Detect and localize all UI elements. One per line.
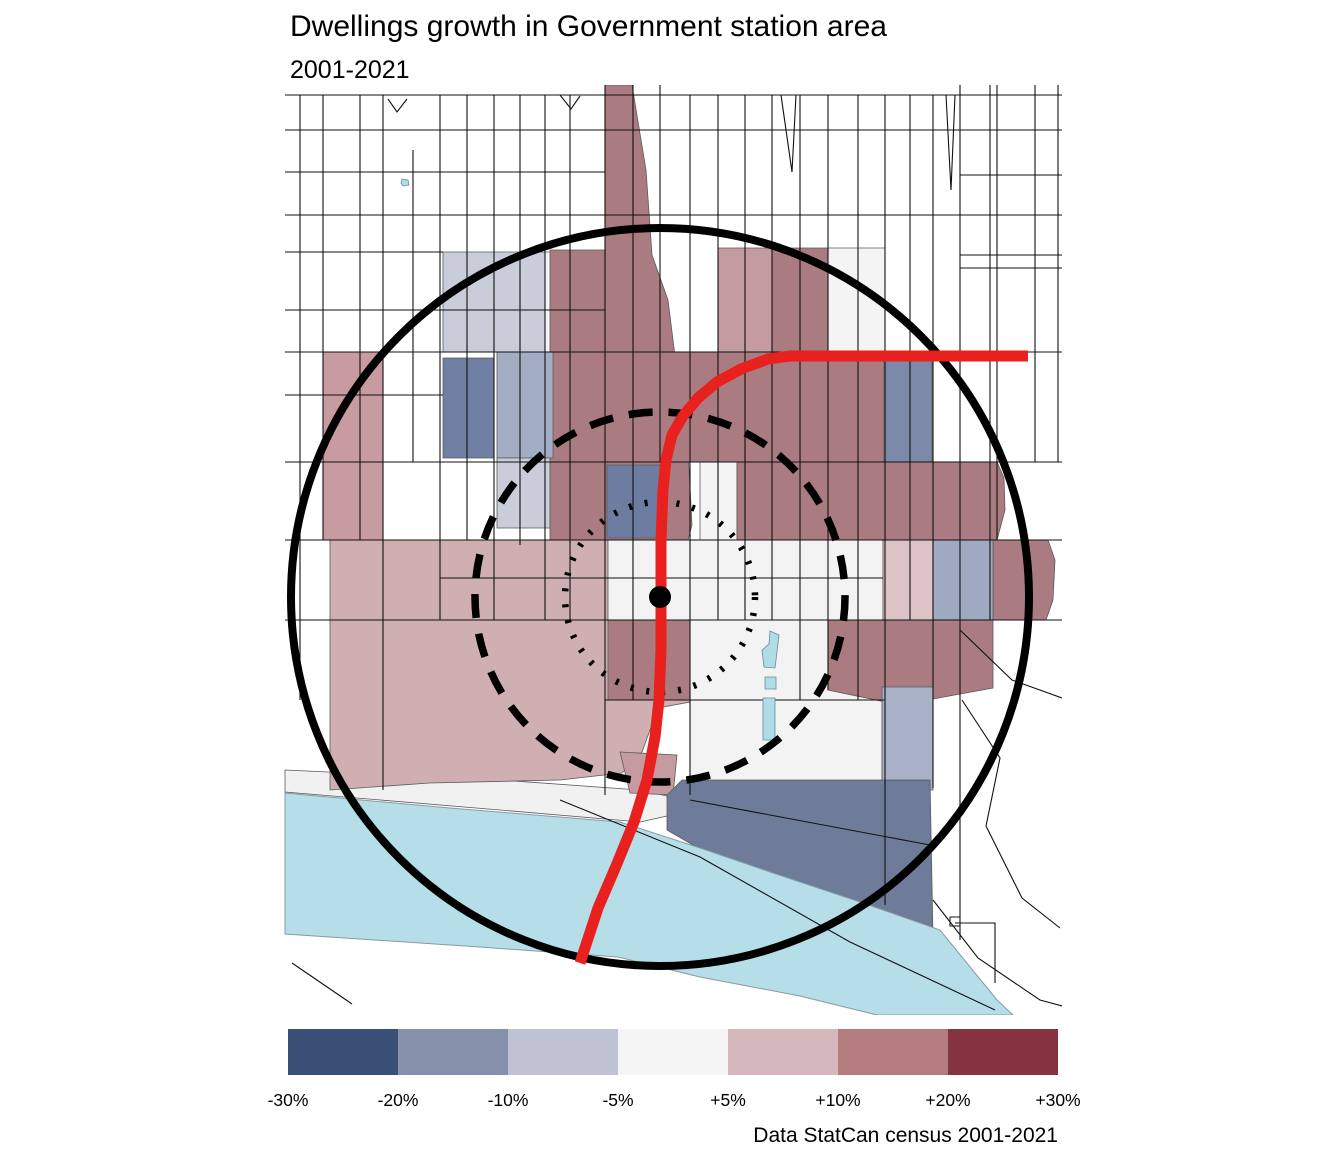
tract-pink-southwest [329, 539, 691, 791]
pond-main [761, 630, 780, 669]
street-path [959, 629, 1062, 699]
page-title: Dwellings growth in Government station a… [290, 10, 887, 43]
pond-dot-northwest [400, 178, 410, 187]
tract-pink-left-column [322, 351, 384, 541]
legend-label-2: -10% [487, 1090, 529, 1110]
legend-swatch-4 [728, 1029, 838, 1075]
street-path [955, 922, 996, 983]
street-path [387, 98, 408, 113]
data-source-caption: Data StatCan census 2001-2021 [753, 1124, 1058, 1147]
street-path [945, 94, 956, 191]
street-path [689, 799, 931, 846]
legend-label-0: -30% [267, 1090, 309, 1110]
transit-line [574, 350, 1028, 965]
station-marker [649, 586, 671, 608]
legend-label-1: -20% [377, 1090, 419, 1110]
streets-layer [285, 85, 1062, 1011]
legend-label-4: +5% [710, 1090, 746, 1110]
building-outline [949, 916, 961, 927]
legend-swatch-6 [948, 1029, 1058, 1075]
legend-swatch-1 [398, 1029, 508, 1075]
street-path [932, 899, 1062, 1007]
tract-bluegray-right [932, 539, 994, 621]
tract-rose-right-band [736, 461, 1006, 541]
tract-pink-light-right [882, 539, 934, 621]
legend-swatch-5 [838, 1029, 948, 1075]
legend-color-bar [288, 1029, 1058, 1075]
tract-blue-dark [442, 357, 495, 459]
inner-ring-dotted [561, 498, 759, 696]
ponds-layer [400, 178, 780, 741]
legend-swatch-2 [508, 1029, 618, 1075]
street-path [961, 699, 1061, 929]
page-subtitle: 2001-2021 [290, 56, 410, 84]
tract-rose-left-block [549, 249, 606, 541]
street-path [291, 962, 353, 1005]
street-path [780, 94, 797, 173]
legend-label-6: +20% [925, 1090, 971, 1110]
street-path [559, 94, 581, 110]
tract-blue-strip-top-right [884, 351, 933, 463]
legend-label-3: -5% [602, 1090, 634, 1110]
pond-small-a [764, 676, 777, 690]
pond-small-b [762, 697, 776, 741]
outer-ring-solid [287, 224, 1033, 970]
middle-ring-dashed [471, 408, 849, 786]
legend-label-5: +10% [815, 1090, 861, 1110]
tract-blue-strip-lower-right [881, 686, 934, 791]
legend-label-7: +30% [1035, 1090, 1081, 1110]
legend-swatch-0 [288, 1029, 398, 1075]
legend-swatch-3 [618, 1029, 728, 1075]
map-root [284, 85, 1062, 1015]
